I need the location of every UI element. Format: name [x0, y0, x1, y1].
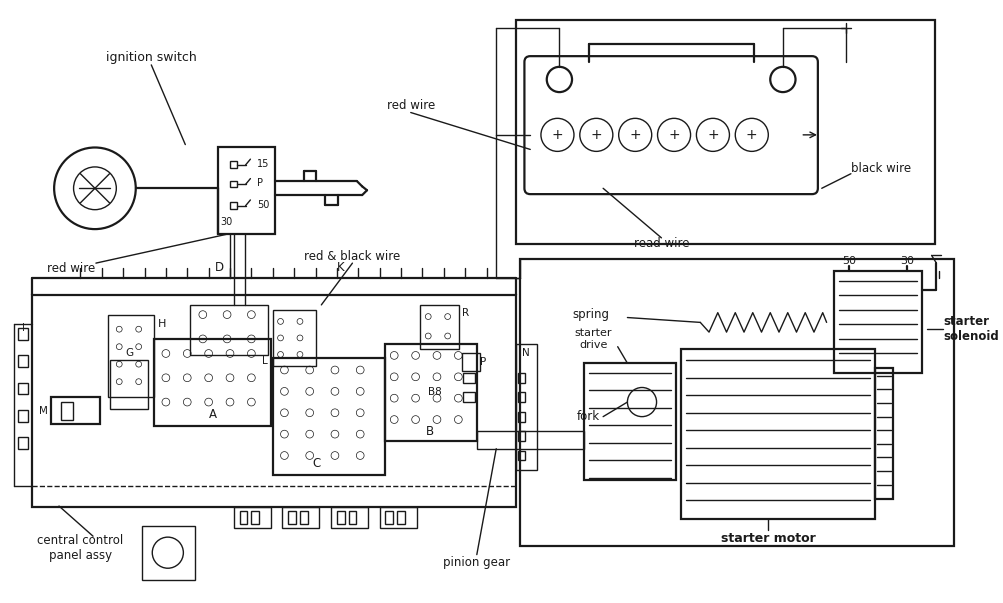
Bar: [61, 402, 72, 420]
Text: pinion gear: pinion gear: [442, 556, 510, 569]
Bar: [518, 431, 525, 441]
Text: A: A: [209, 408, 217, 421]
Bar: [154, 339, 271, 426]
Text: starter
drive: starter drive: [574, 328, 612, 350]
Text: red & black wire: red & black wire: [304, 250, 400, 263]
Bar: [348, 511, 356, 525]
Text: P: P: [257, 178, 263, 189]
Text: 50: 50: [257, 200, 269, 210]
Bar: [18, 355, 28, 367]
Text: +: +: [629, 128, 640, 142]
Text: 15: 15: [257, 159, 269, 169]
Bar: [680, 349, 875, 519]
Bar: [331, 507, 368, 528]
Text: fork: fork: [577, 410, 600, 423]
Text: H: H: [157, 320, 166, 329]
Text: M: M: [39, 406, 48, 416]
Text: +: +: [668, 128, 679, 142]
Bar: [385, 511, 393, 525]
Text: +: +: [590, 128, 602, 142]
Text: P: P: [480, 357, 486, 367]
Bar: [230, 180, 237, 188]
Text: black wire: black wire: [851, 162, 910, 175]
Bar: [109, 360, 148, 409]
Text: spring: spring: [572, 308, 609, 321]
Bar: [190, 305, 268, 355]
Bar: [337, 511, 344, 525]
Bar: [282, 507, 319, 528]
Text: read wire: read wire: [633, 237, 688, 250]
Text: 30: 30: [220, 217, 232, 227]
Bar: [288, 511, 296, 525]
Bar: [18, 328, 28, 340]
Bar: [461, 353, 479, 371]
Text: L: L: [262, 356, 268, 366]
Text: I: I: [22, 323, 24, 333]
Bar: [397, 511, 404, 525]
Text: 30: 30: [900, 256, 914, 266]
Text: +: +: [551, 128, 563, 142]
Bar: [516, 344, 537, 470]
Bar: [141, 526, 195, 580]
Text: red wire: red wire: [46, 262, 94, 276]
Text: D: D: [215, 262, 224, 274]
Bar: [251, 511, 259, 525]
Bar: [107, 315, 154, 397]
Bar: [518, 412, 525, 421]
Bar: [300, 511, 308, 525]
Text: 50: 50: [842, 256, 856, 266]
Bar: [583, 363, 675, 480]
Text: starter
solenoid: starter solenoid: [942, 315, 998, 343]
Text: G: G: [124, 347, 132, 358]
Bar: [230, 161, 237, 168]
Bar: [218, 147, 275, 234]
Text: B: B: [425, 425, 434, 438]
Text: starter motor: starter motor: [720, 532, 814, 545]
Text: N: N: [522, 349, 530, 359]
Text: ignition switch: ignition switch: [106, 51, 197, 64]
Bar: [518, 373, 525, 383]
Bar: [518, 393, 525, 402]
Bar: [379, 507, 416, 528]
Bar: [833, 271, 921, 373]
Text: +: +: [745, 128, 757, 142]
Bar: [462, 393, 474, 402]
Bar: [18, 437, 28, 449]
Bar: [240, 511, 248, 525]
Bar: [51, 397, 99, 425]
Bar: [476, 431, 583, 449]
Bar: [875, 368, 892, 499]
Text: R: R: [461, 308, 468, 318]
Bar: [18, 410, 28, 421]
Bar: [516, 21, 935, 244]
Bar: [273, 310, 316, 366]
Bar: [230, 202, 237, 209]
Bar: [420, 305, 458, 349]
Text: +: +: [706, 128, 718, 142]
Bar: [462, 373, 474, 383]
Text: K: K: [337, 262, 344, 274]
Bar: [273, 358, 384, 475]
Bar: [234, 507, 271, 528]
Text: B8: B8: [427, 387, 441, 397]
Bar: [32, 295, 516, 507]
Bar: [519, 259, 953, 546]
Text: red wire: red wire: [386, 99, 434, 112]
Bar: [18, 383, 28, 394]
Text: C: C: [312, 457, 320, 470]
Bar: [384, 344, 476, 441]
Text: central control
panel assy: central control panel assy: [37, 534, 123, 562]
Bar: [518, 450, 525, 460]
